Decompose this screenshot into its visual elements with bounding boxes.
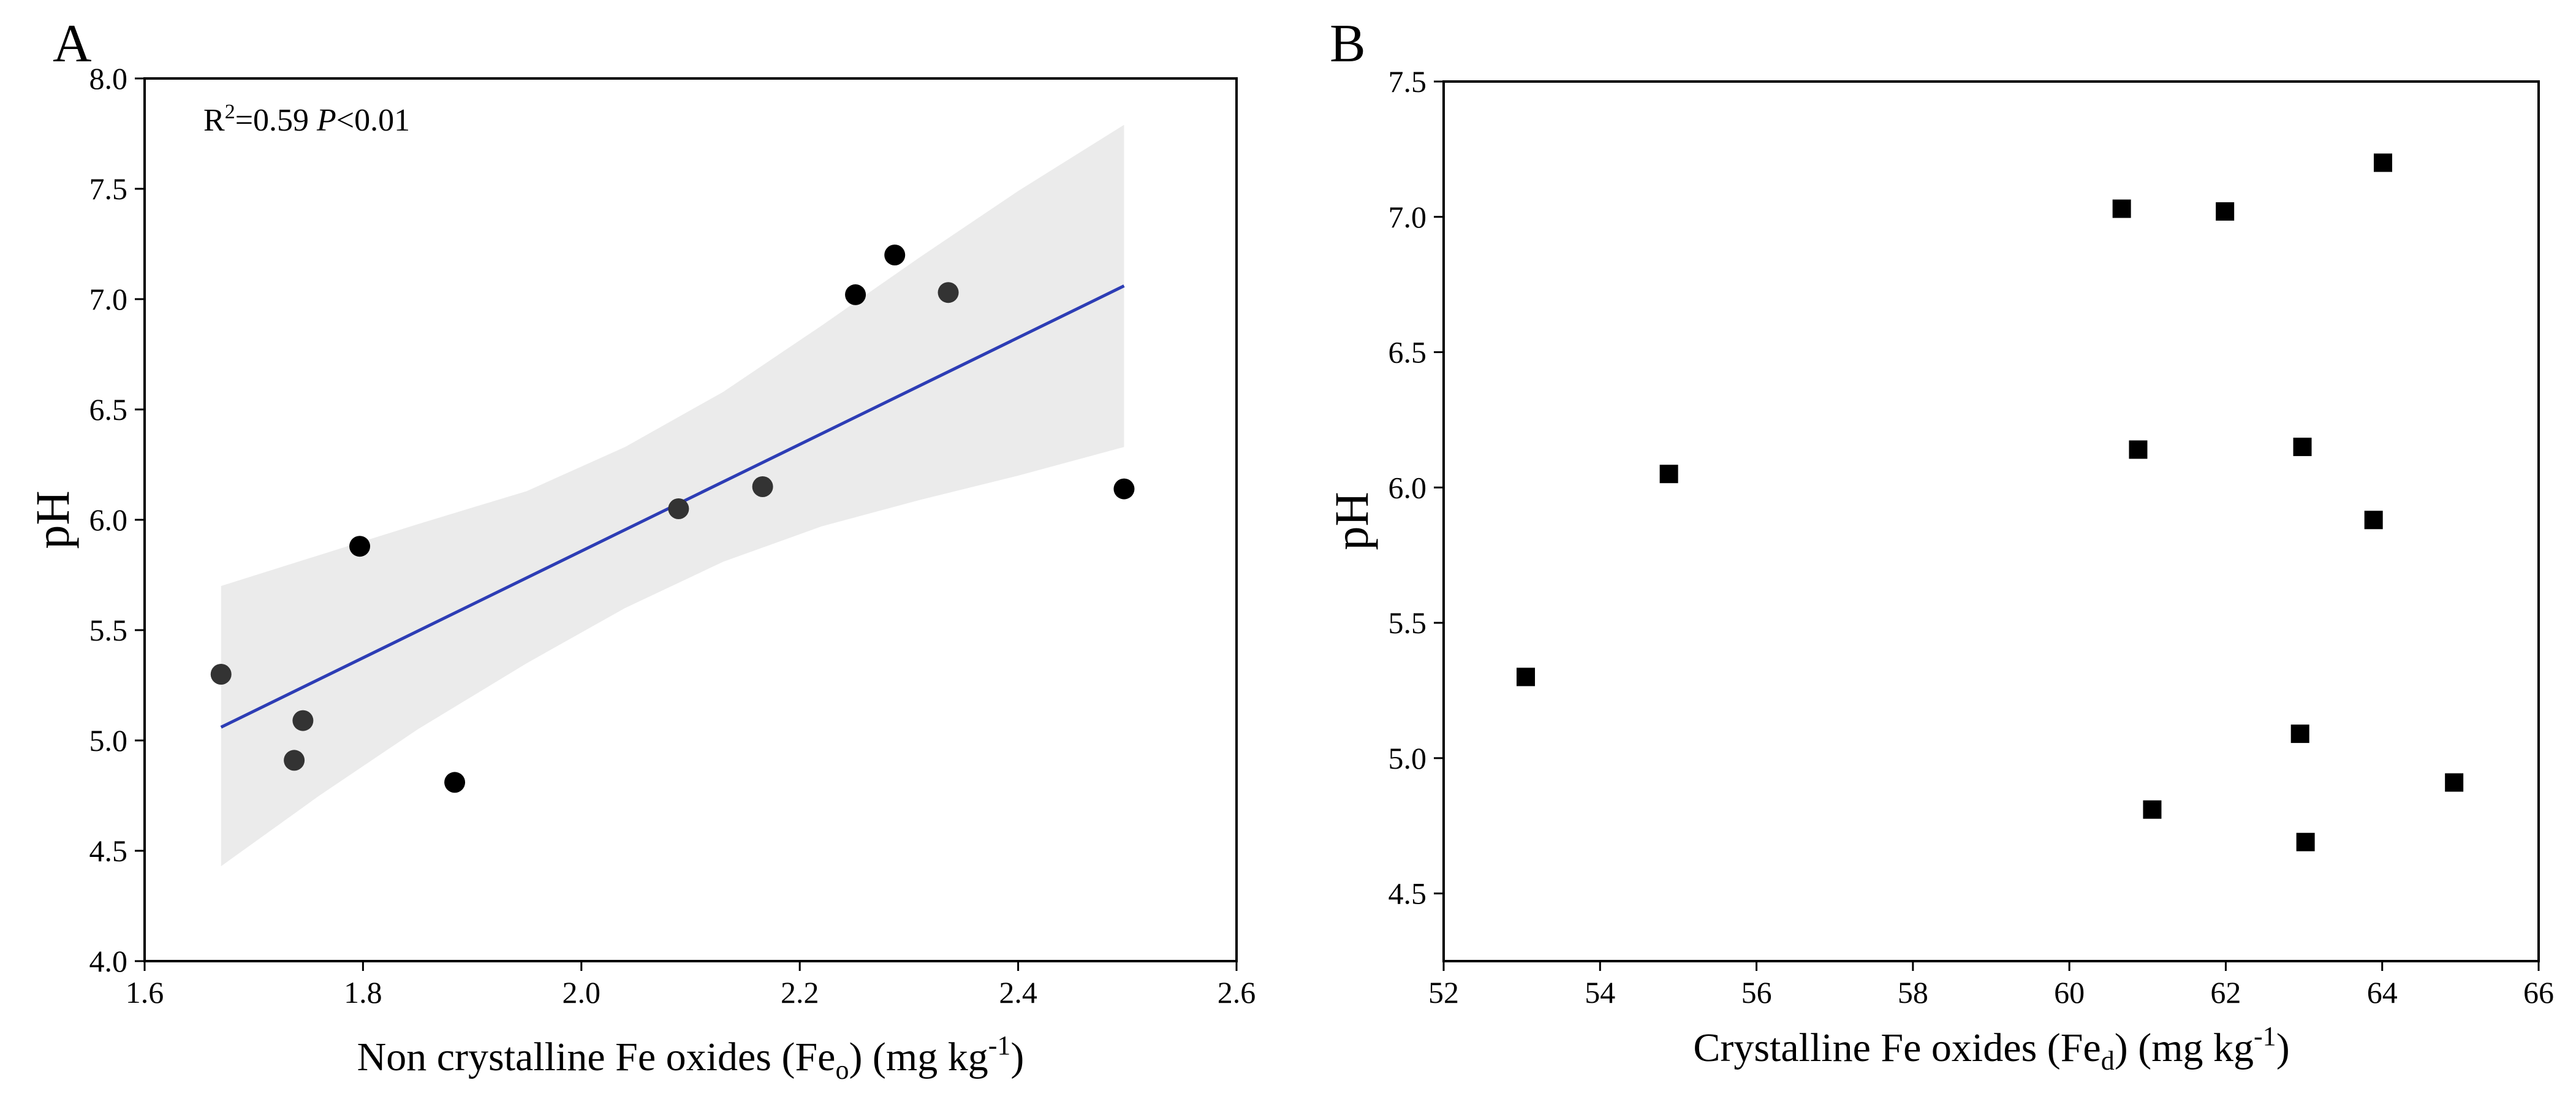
panel-b-x-tick-label: 58 <box>1898 975 1928 1010</box>
panel-a-data-point <box>284 750 305 771</box>
panel-b-data-point <box>2290 725 2309 744</box>
panel-a-y-tick-label: 5.0 <box>89 723 128 758</box>
panel-a-data-point <box>938 282 959 303</box>
panel-a-data-point <box>884 245 906 265</box>
panel-a-data-point <box>668 498 689 519</box>
panel-b-points-layer <box>1517 153 2464 851</box>
panel-a-y-tick-label: 6.0 <box>89 503 128 537</box>
panel-a-y-tick-label: 4.5 <box>89 834 128 868</box>
panel-b-x-tick-label: 66 <box>2523 975 2554 1010</box>
panel-b-data-point <box>1659 465 1678 484</box>
panel-a-confidence-band <box>221 124 1124 867</box>
panel-a-x-tick-label: 2.6 <box>1218 975 1256 1010</box>
panel-a-x-tick-label: 2.0 <box>563 975 601 1010</box>
panel-a-points-layer <box>210 245 1135 793</box>
panel-a-band-layer <box>221 124 1124 867</box>
panel-b-x-tick-label: 52 <box>1428 975 1459 1010</box>
panel-b-y-tick-label: 7.0 <box>1388 200 1427 234</box>
panel-b-y-tick-label: 5.5 <box>1388 606 1427 640</box>
panel-a-plot-frame <box>143 77 1238 962</box>
panel-a-x-tick-label: 2.2 <box>781 975 819 1010</box>
panel-a-data-point <box>752 476 773 497</box>
panel-b-y-tick-label: 6.5 <box>1388 335 1427 370</box>
panel-b-y-tick-label: 4.5 <box>1388 877 1427 911</box>
panel-b-data-point <box>1517 668 1536 687</box>
panel-a-data-point <box>292 710 314 731</box>
panel-a-x-axis-title: Non crystalline Fe oxides (Feo) (mg kg-1… <box>357 1030 1025 1085</box>
panel-a-data-point <box>349 536 371 557</box>
panel-b-letter: B <box>1330 14 1366 74</box>
panel-b-data-point <box>2364 511 2383 530</box>
panel-b-x-axis-title: Crystalline Fe oxides (Fed) (mg kg-1) <box>1693 1021 2289 1076</box>
panel-a-y-tick-label: 8.0 <box>89 61 128 96</box>
panel-b-x-tick-label: 64 <box>2367 975 2398 1010</box>
panel-b-data-point <box>2143 800 2162 819</box>
panel-a-x-tick-label: 1.6 <box>126 975 164 1010</box>
panel-a-y-axis-title: pH <box>26 490 79 549</box>
panel-b-data-point <box>2293 438 2312 457</box>
panel-b-data-point <box>2373 153 2392 172</box>
panel-b-y-tick-label: 7.5 <box>1388 64 1427 99</box>
panel-a-x-tick-label: 1.8 <box>344 975 382 1010</box>
panel-b-x-tick-label: 56 <box>1741 975 1772 1010</box>
panel-a-data-point <box>1113 478 1135 500</box>
panel-b-ticks-layer: 52 54 56 58 60 62 64 66 4.5 5.0 5.5 6.0 6.5 7.0 7.5 <box>1388 64 2555 1010</box>
panel-a-x-tick-label: 2.4 <box>999 975 1037 1010</box>
panel-b-data-point <box>2216 202 2235 221</box>
panel-a: A 1.6 1.8 2.0 2.2 2.4 2.6 4.0 4.5 5.0 5.5 6.0 6.5 7.… <box>26 14 1256 1085</box>
panel-b-plot-frame <box>1442 80 2540 962</box>
panel-b-y-axis-title: pH <box>1325 492 1378 550</box>
panel-a-data-point <box>210 664 232 685</box>
panel-b-data-point <box>2445 773 2464 792</box>
panel-b-y-tick-label: 6.0 <box>1388 470 1427 504</box>
panel-b-y-tick-label: 5.0 <box>1388 741 1427 775</box>
panel-b-data-point <box>2296 832 2315 851</box>
panel-b-x-tick-label: 54 <box>1585 975 1615 1010</box>
panel-a-letter: A <box>53 14 92 74</box>
panel-a-y-tick-label: 4.0 <box>89 944 128 978</box>
panel-b: B 52 54 56 58 60 62 64 664.55.05.56.06.57.07.5 … <box>1325 14 2554 1076</box>
panel-a-y-tick-label: 7.5 <box>89 172 128 206</box>
panel-a-annotation: R2=0.59 P<0.01 <box>203 101 410 138</box>
panel-a-y-tick-label: 7.0 <box>89 282 128 316</box>
panel-a-y-tick-label: 5.5 <box>89 613 128 647</box>
panel-b-x-tick-label: 60 <box>2054 975 2085 1010</box>
panel-a-data-point <box>444 772 466 793</box>
panel-a-y-tick-label: 6.5 <box>89 392 128 427</box>
panel-a-data-point <box>845 284 866 305</box>
panel-a-ticks-layer: 1.6 1.8 2.0 2.2 2.4 2.6 4.0 4.5 5.0 5.5 6.0 6.5 7.0 7… <box>89 61 1256 1010</box>
panel-b-x-tick-label: 62 <box>2210 975 2241 1010</box>
panel-b-data-point <box>2129 440 2148 459</box>
panel-b-data-point <box>2112 199 2131 218</box>
